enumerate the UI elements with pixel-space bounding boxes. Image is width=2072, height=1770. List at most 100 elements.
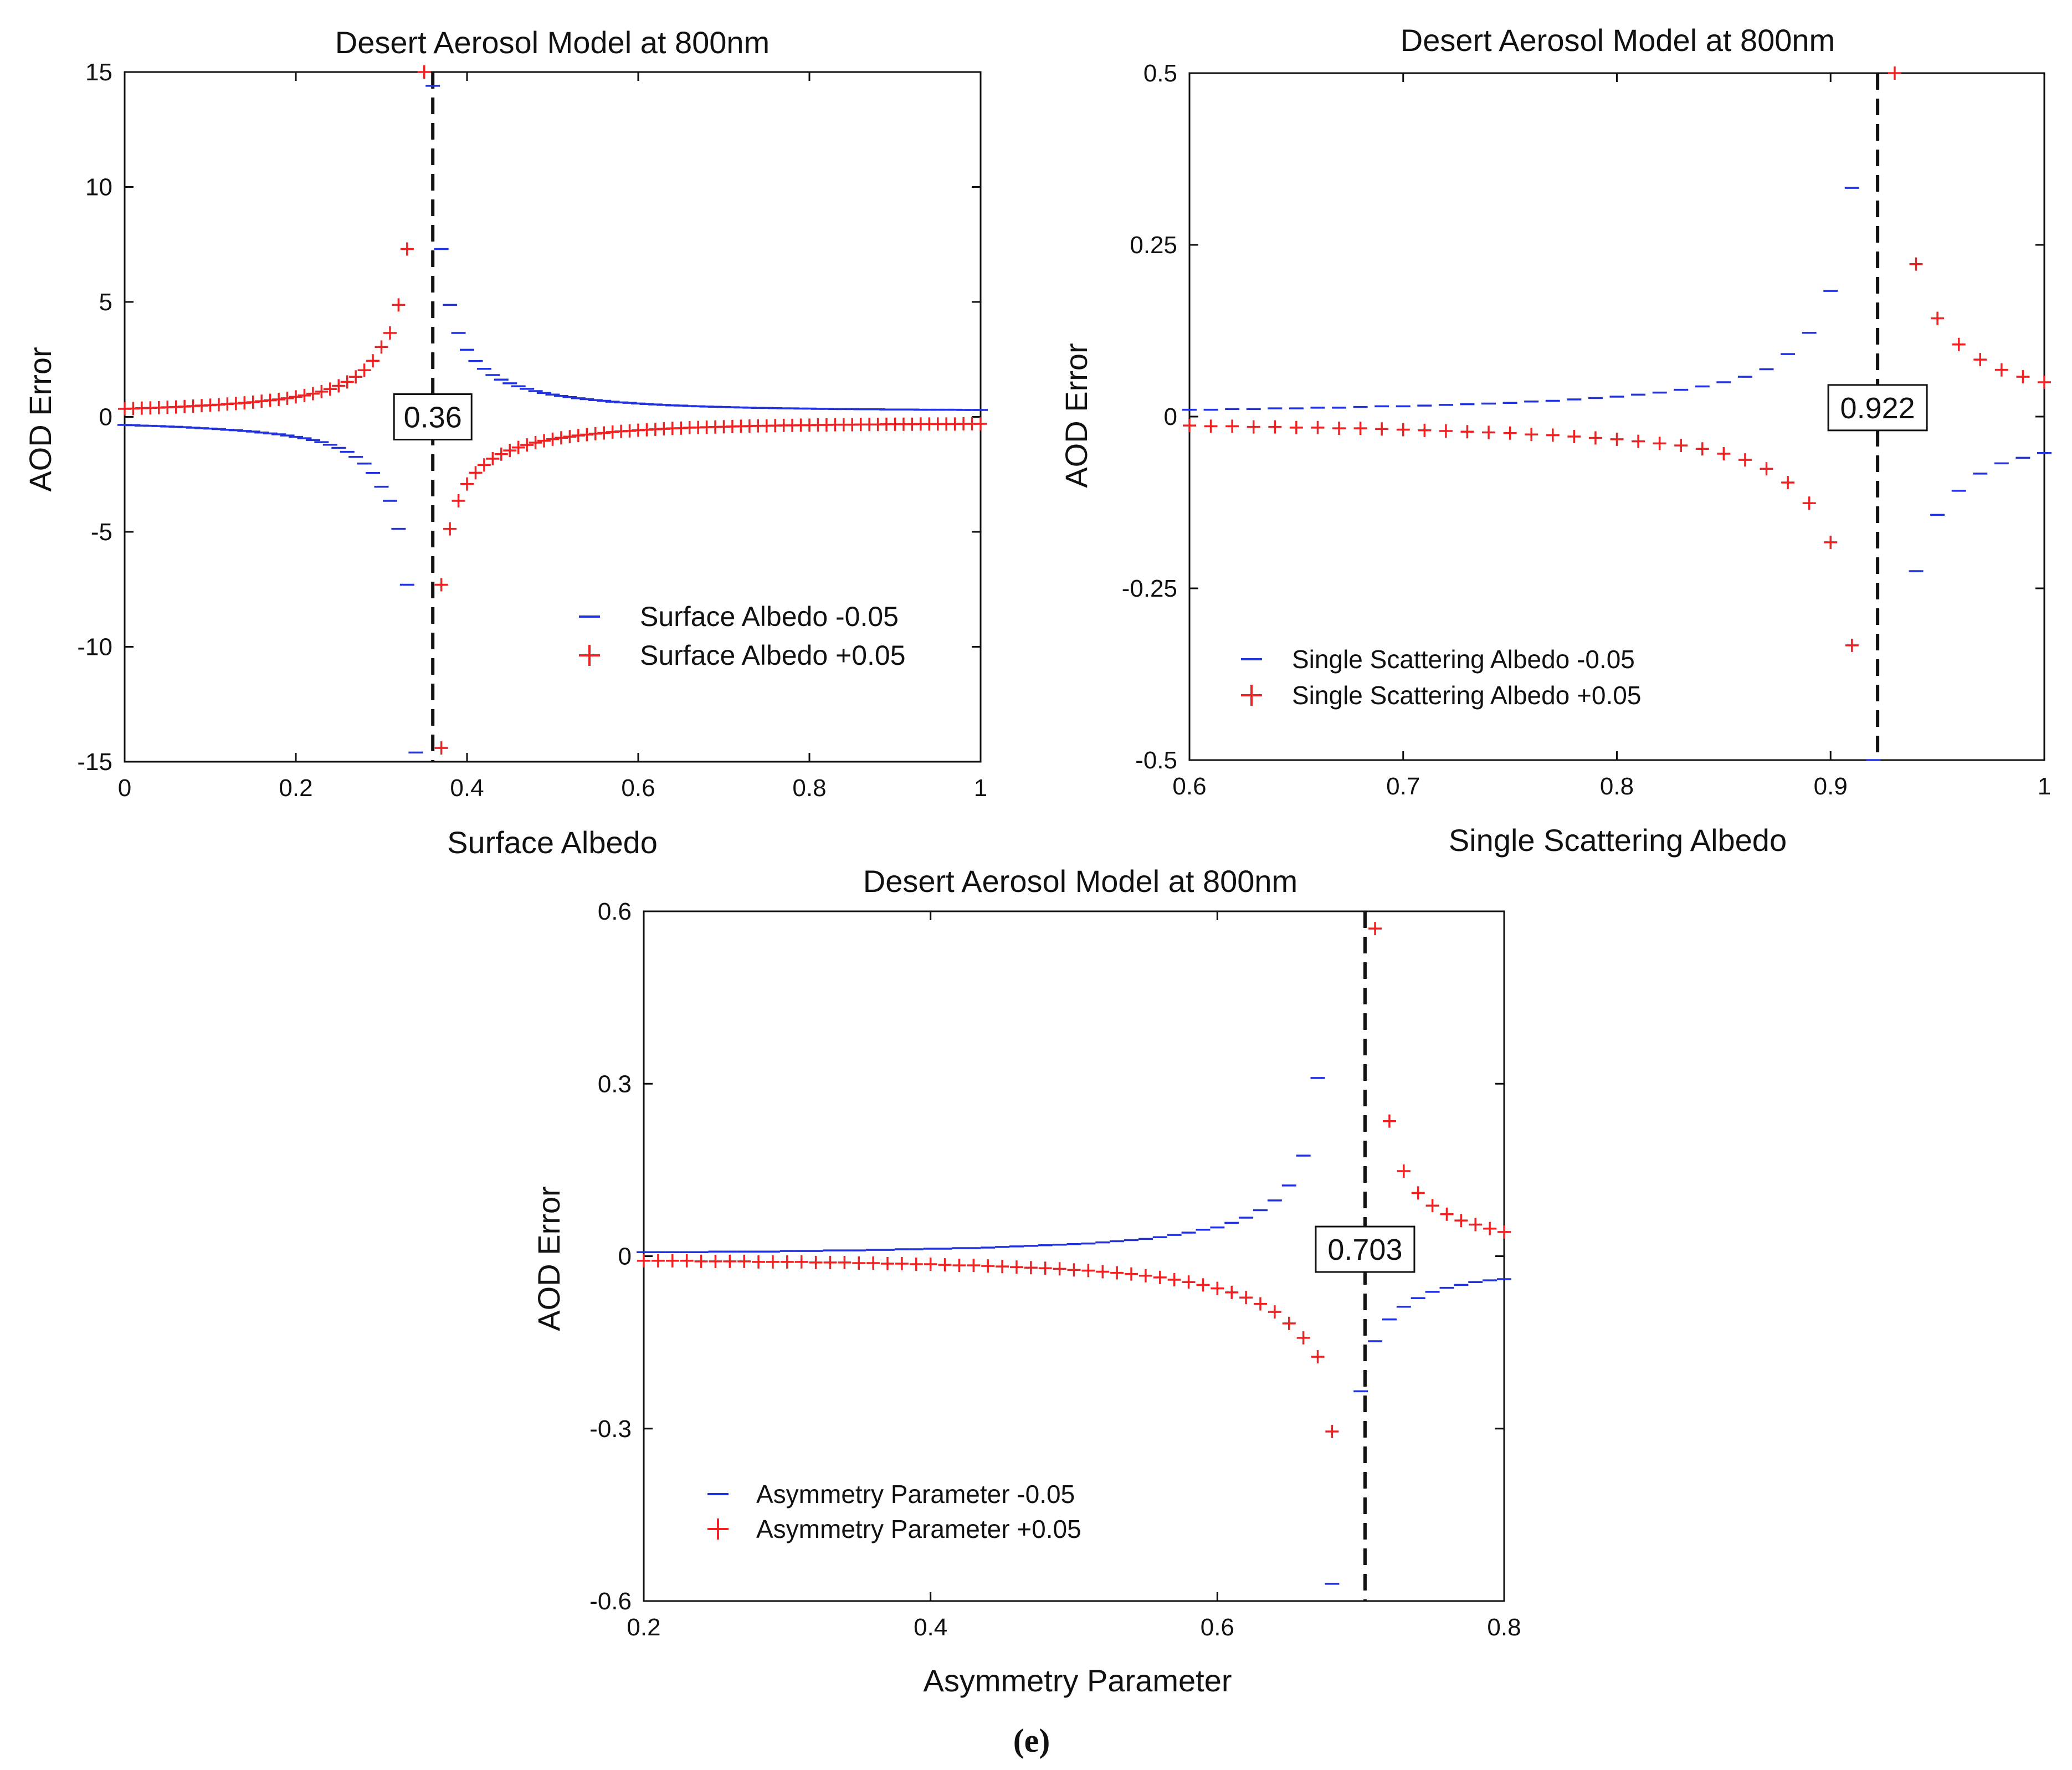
data-point-plus [723, 1254, 737, 1268]
data-point-plus [1253, 1297, 1267, 1311]
y-tick-label: 10 [85, 174, 112, 201]
data-point-plus [511, 440, 525, 454]
x-tick-label: 0.6 [1172, 773, 1206, 800]
data-point-plus [1225, 419, 1239, 433]
data-point-plus [272, 392, 286, 406]
data-point-plus [1674, 439, 1688, 453]
data-point-plus [2038, 376, 2051, 389]
plot-area: 0.2 0.4 0.6 0.8 0.6 0.3 0 -0.3 -0.6 0.703 [589, 898, 1521, 1641]
data-point-plus [895, 1256, 909, 1270]
legend-label-plus: Surface Albedo +0.05 [640, 640, 906, 671]
data-point-plus [1781, 476, 1795, 490]
plot-area: 0.6 0.7 0.8 0.9 1 0.5 0.25 0 -0.25 -0.5 0.922 [1122, 60, 2052, 800]
legend-label-plus: Single Scattering Albedo +0.05 [1292, 681, 1641, 710]
data-point-plus [709, 1254, 722, 1268]
legend: Asymmetry Parameter -0.05 Asymmetry Para… [707, 1480, 1081, 1543]
y-tick-label: 0.3 [598, 1070, 632, 1097]
chart-title: Desert Aerosol Model at 800nm [1401, 23, 1835, 58]
legend-label-minus: Asymmetry Parameter -0.05 [756, 1480, 1075, 1509]
data-point-plus [392, 298, 406, 312]
critical-value-label: 0.922 [1840, 392, 1915, 425]
data-point-plus [1909, 257, 1923, 271]
data-point-plus [537, 434, 551, 448]
data-point-plus [838, 1255, 852, 1269]
data-point-plus [881, 1256, 895, 1270]
x-tick-label: 0.7 [1386, 773, 1420, 800]
x-tick-label: 0.8 [1600, 773, 1634, 800]
data-point-plus [1695, 442, 1709, 456]
data-point-plus [1268, 420, 1282, 434]
legend: Surface Albedo -0.05 Surface Albedo +0.0… [579, 601, 906, 671]
data-point-plus [520, 438, 534, 452]
critical-value-label: 0.703 [1327, 1233, 1402, 1266]
data-point-plus [452, 494, 465, 507]
data-point-plus [1096, 1265, 1110, 1279]
data-point-plus [1503, 426, 1517, 440]
data-point-plus [1067, 1263, 1081, 1277]
data-point-plus [503, 444, 517, 458]
data-point-plus [486, 452, 500, 466]
x-axis-label: Single Scattering Albedo [1449, 823, 1787, 858]
x-tick-label: 1 [974, 774, 987, 802]
data-point-plus [974, 417, 987, 430]
data-point-plus [794, 1255, 808, 1269]
y-tick-label: -10 [77, 634, 112, 661]
data-point-plus [434, 578, 448, 592]
data-point-plus [529, 435, 542, 449]
data-point-plus [1973, 353, 1987, 367]
x-axis-label: Surface Albedo [447, 825, 658, 860]
data-point-plus [1525, 428, 1538, 442]
y-tick-label: 15 [85, 59, 112, 86]
data-point-plus [852, 1256, 866, 1270]
chart-title: Desert Aerosol Model at 800nm [335, 25, 770, 60]
data-point-plus [469, 466, 483, 480]
data-point-plus [924, 1258, 937, 1271]
x-tick-label: 0.9 [1814, 773, 1848, 800]
data-point-plus [694, 1254, 708, 1268]
y-tick-label: 0 [618, 1243, 632, 1270]
y-tick-label: 0.25 [1130, 232, 1177, 259]
data-point-plus [637, 1254, 650, 1268]
y-axis-label: AOD Error [1059, 343, 1094, 488]
data-point-plus [494, 447, 508, 461]
data-point-plus [1717, 447, 1731, 460]
data-point-plus [1239, 1291, 1253, 1305]
data-point-plus [1469, 1218, 1483, 1232]
legend-label-plus: Asymmetry Parameter +0.05 [756, 1515, 1081, 1543]
data-point-plus [563, 430, 577, 444]
data-point-plus [1931, 311, 1945, 325]
x-tick-label: 1 [2038, 773, 2051, 800]
chart-surface-albedo: Desert Aerosol Model at 800nm Surface Al… [23, 25, 988, 860]
data-point-plus [1952, 337, 1966, 351]
x-tick-label: 0 [118, 774, 131, 802]
data-point-plus [809, 1255, 823, 1269]
data-point-plus [1460, 425, 1474, 439]
data-point-plus [340, 375, 354, 389]
data-point-plus [443, 522, 457, 536]
data-point-plus [1375, 422, 1389, 436]
data-point-plus [434, 741, 448, 755]
data-point-plus [375, 340, 388, 354]
data-point-plus [967, 1259, 981, 1273]
data-point-plus [1483, 1222, 1497, 1235]
x-tick-label: 0.4 [914, 1614, 947, 1641]
data-point-plus [366, 354, 380, 368]
data-point-plus [1196, 1278, 1210, 1292]
data-point-plus [1110, 1266, 1124, 1280]
x-tick-label: 0.8 [792, 774, 826, 802]
x-axis-label: Asymmetry Parameter [924, 1663, 1232, 1698]
data-point-plus [289, 390, 302, 404]
data-point-plus [417, 65, 431, 79]
critical-value-label: 0.36 [404, 401, 462, 434]
data-point-plus [1268, 1305, 1281, 1319]
x-tick-label: 0.2 [627, 1614, 660, 1641]
data-point-plus [1368, 922, 1382, 936]
data-point-plus [1081, 1264, 1095, 1278]
data-point-plus [766, 1255, 779, 1269]
plot-area: 0 0.2 0.4 0.6 0.8 1 15 10 5 0 -5 -10 -15 0.36 [77, 59, 988, 802]
data-point-plus [1440, 1207, 1454, 1221]
data-point-plus [1009, 1260, 1023, 1274]
data-point-plus [1282, 1316, 1296, 1330]
data-point-plus [1204, 419, 1218, 433]
